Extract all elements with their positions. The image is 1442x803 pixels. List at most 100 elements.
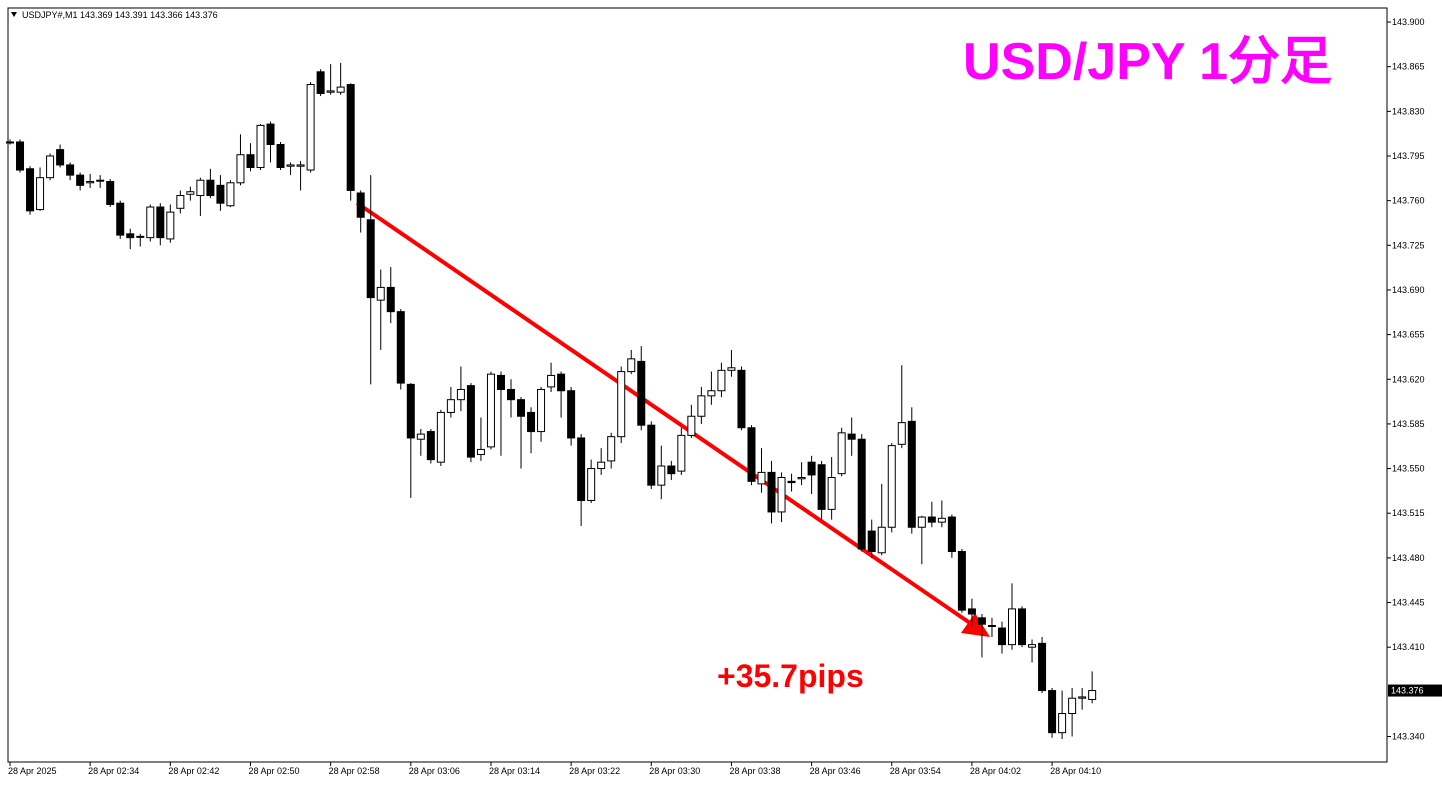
x-tick-label: 28 Apr 02:58 <box>329 766 380 776</box>
candle-body <box>226 182 235 207</box>
annotation: +35.7pips <box>717 658 864 694</box>
candle-body <box>1028 644 1037 648</box>
y-tick-label: 143.340 <box>1392 731 1425 741</box>
candle-body <box>496 374 505 390</box>
candle-body <box>336 86 345 93</box>
arrow-head <box>961 613 990 637</box>
candle-body <box>637 360 646 426</box>
x-tick-label: 28 Apr 03:06 <box>409 766 460 776</box>
candle-body <box>997 627 1006 646</box>
candle-body <box>1008 608 1016 646</box>
candle-body <box>537 388 546 433</box>
candle-body <box>847 433 856 440</box>
candle-body <box>647 424 656 486</box>
candle-body <box>66 164 75 176</box>
candle-body <box>987 624 996 627</box>
candle-body <box>166 211 175 240</box>
y-tick-label: 143.900 <box>1392 17 1425 27</box>
candle-body <box>1018 608 1027 646</box>
candle-body <box>1088 690 1097 700</box>
y-tick-label: 143.830 <box>1392 106 1425 116</box>
candle-body <box>837 432 846 475</box>
candle-body <box>326 90 335 93</box>
candle-body <box>136 235 145 238</box>
candle-body <box>1068 697 1077 715</box>
candle-body <box>426 431 435 461</box>
y-tick-label: 143.865 <box>1392 62 1425 72</box>
candle-body <box>977 617 986 625</box>
candle-body <box>777 476 786 513</box>
candle-body <box>356 192 365 218</box>
candle-body <box>797 476 806 480</box>
x-tick-label: 28 Apr 2025 <box>8 766 57 776</box>
candle-body <box>857 438 866 550</box>
x-tick-label: 28 Apr 04:02 <box>970 766 1021 776</box>
y-tick-label: 143.690 <box>1392 285 1425 295</box>
candle-body <box>1078 696 1087 699</box>
y-tick-label: 143.550 <box>1392 464 1425 474</box>
candle-body <box>116 202 125 236</box>
x-tick-label: 28 Apr 04:10 <box>1050 766 1101 776</box>
candle-body <box>246 154 255 168</box>
arrow-shaft <box>355 201 972 625</box>
candle-body <box>266 123 275 146</box>
candle-body <box>196 179 205 197</box>
candle-body <box>446 399 455 413</box>
candle-body <box>907 420 916 528</box>
candle-body <box>236 154 245 184</box>
y-tick-label: 143.515 <box>1392 508 1425 518</box>
candle-body <box>406 383 415 439</box>
candle-body <box>156 206 165 239</box>
chart-header: USDJPY#,M1 143.369 143.391 143.366 143.3… <box>22 10 218 20</box>
candle-body <box>416 433 425 440</box>
candle-body <box>677 434 686 472</box>
last-price-label: 143.376 <box>1391 686 1424 696</box>
candle-body <box>456 388 465 401</box>
candle-body <box>827 476 836 510</box>
candle-body <box>687 415 696 436</box>
candle-body <box>717 369 726 392</box>
candle-body <box>567 390 576 439</box>
candle-body <box>747 427 756 482</box>
x-tick-label: 28 Apr 03:22 <box>569 766 620 776</box>
y-tick-label: 143.620 <box>1392 374 1425 384</box>
candle-body <box>607 436 616 462</box>
trend-arrow <box>355 201 990 637</box>
candle-body <box>667 465 676 475</box>
candle-body <box>76 174 85 186</box>
candle-body <box>276 144 285 168</box>
candle-body <box>657 465 666 486</box>
candle-body <box>817 464 826 510</box>
candle-body <box>206 179 215 197</box>
candle-body <box>296 164 305 167</box>
candle-body <box>46 155 55 179</box>
candle-body <box>36 177 45 211</box>
candle-body <box>767 471 776 513</box>
candle-body <box>627 358 636 373</box>
candle-body <box>517 399 526 417</box>
candle-body <box>1038 642 1047 692</box>
candle-body <box>366 219 375 299</box>
x-tick-label: 28 Apr 03:46 <box>810 766 861 776</box>
candle-body <box>737 369 746 429</box>
y-tick-label: 143.445 <box>1392 598 1425 608</box>
candle-body <box>757 471 766 485</box>
candle-body <box>1058 713 1067 734</box>
header-triangle <box>11 12 17 17</box>
candle-body <box>316 71 325 94</box>
candle-body <box>807 461 816 476</box>
candle-body <box>16 141 25 171</box>
candle-body <box>877 526 886 554</box>
candle-body <box>96 179 105 182</box>
candle-body <box>376 286 385 301</box>
x-tick-label: 28 Apr 03:54 <box>890 766 941 776</box>
y-tick-label: 143.410 <box>1392 642 1425 652</box>
y-tick-label: 143.655 <box>1392 330 1425 340</box>
candle-body <box>106 181 115 205</box>
x-tick-label: 28 Apr 03:38 <box>729 766 780 776</box>
plot-frame <box>7 7 1388 763</box>
candle-body <box>957 550 966 611</box>
y-tick-label: 143.480 <box>1392 553 1425 563</box>
